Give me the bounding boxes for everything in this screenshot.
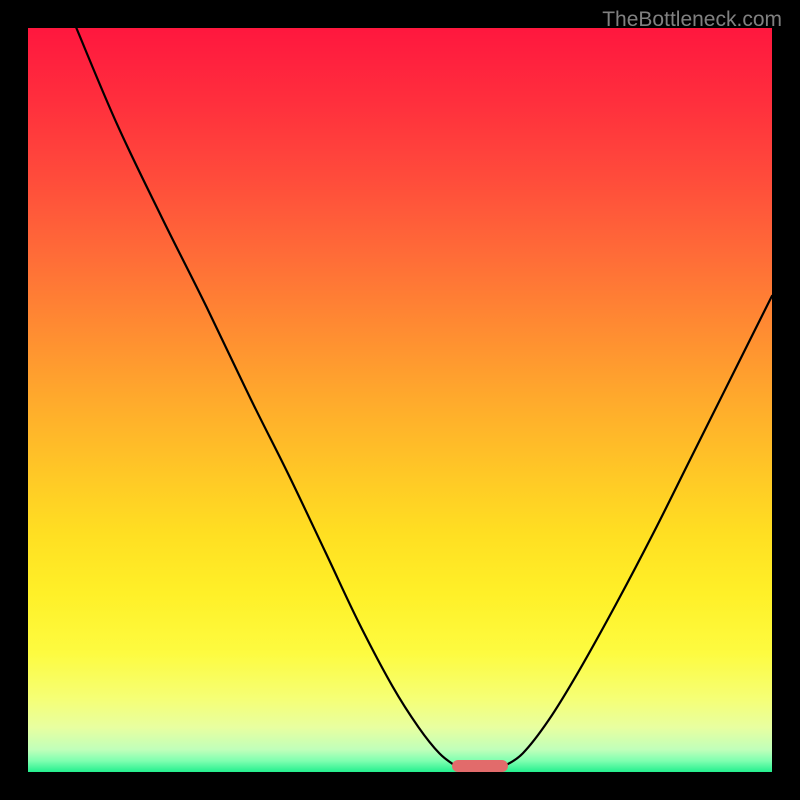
chart-gradient-background [28,28,772,772]
chart-plot-area [28,28,772,772]
chart-minimum-marker [452,760,508,773]
watermark-text: TheBottleneck.com [602,8,782,32]
